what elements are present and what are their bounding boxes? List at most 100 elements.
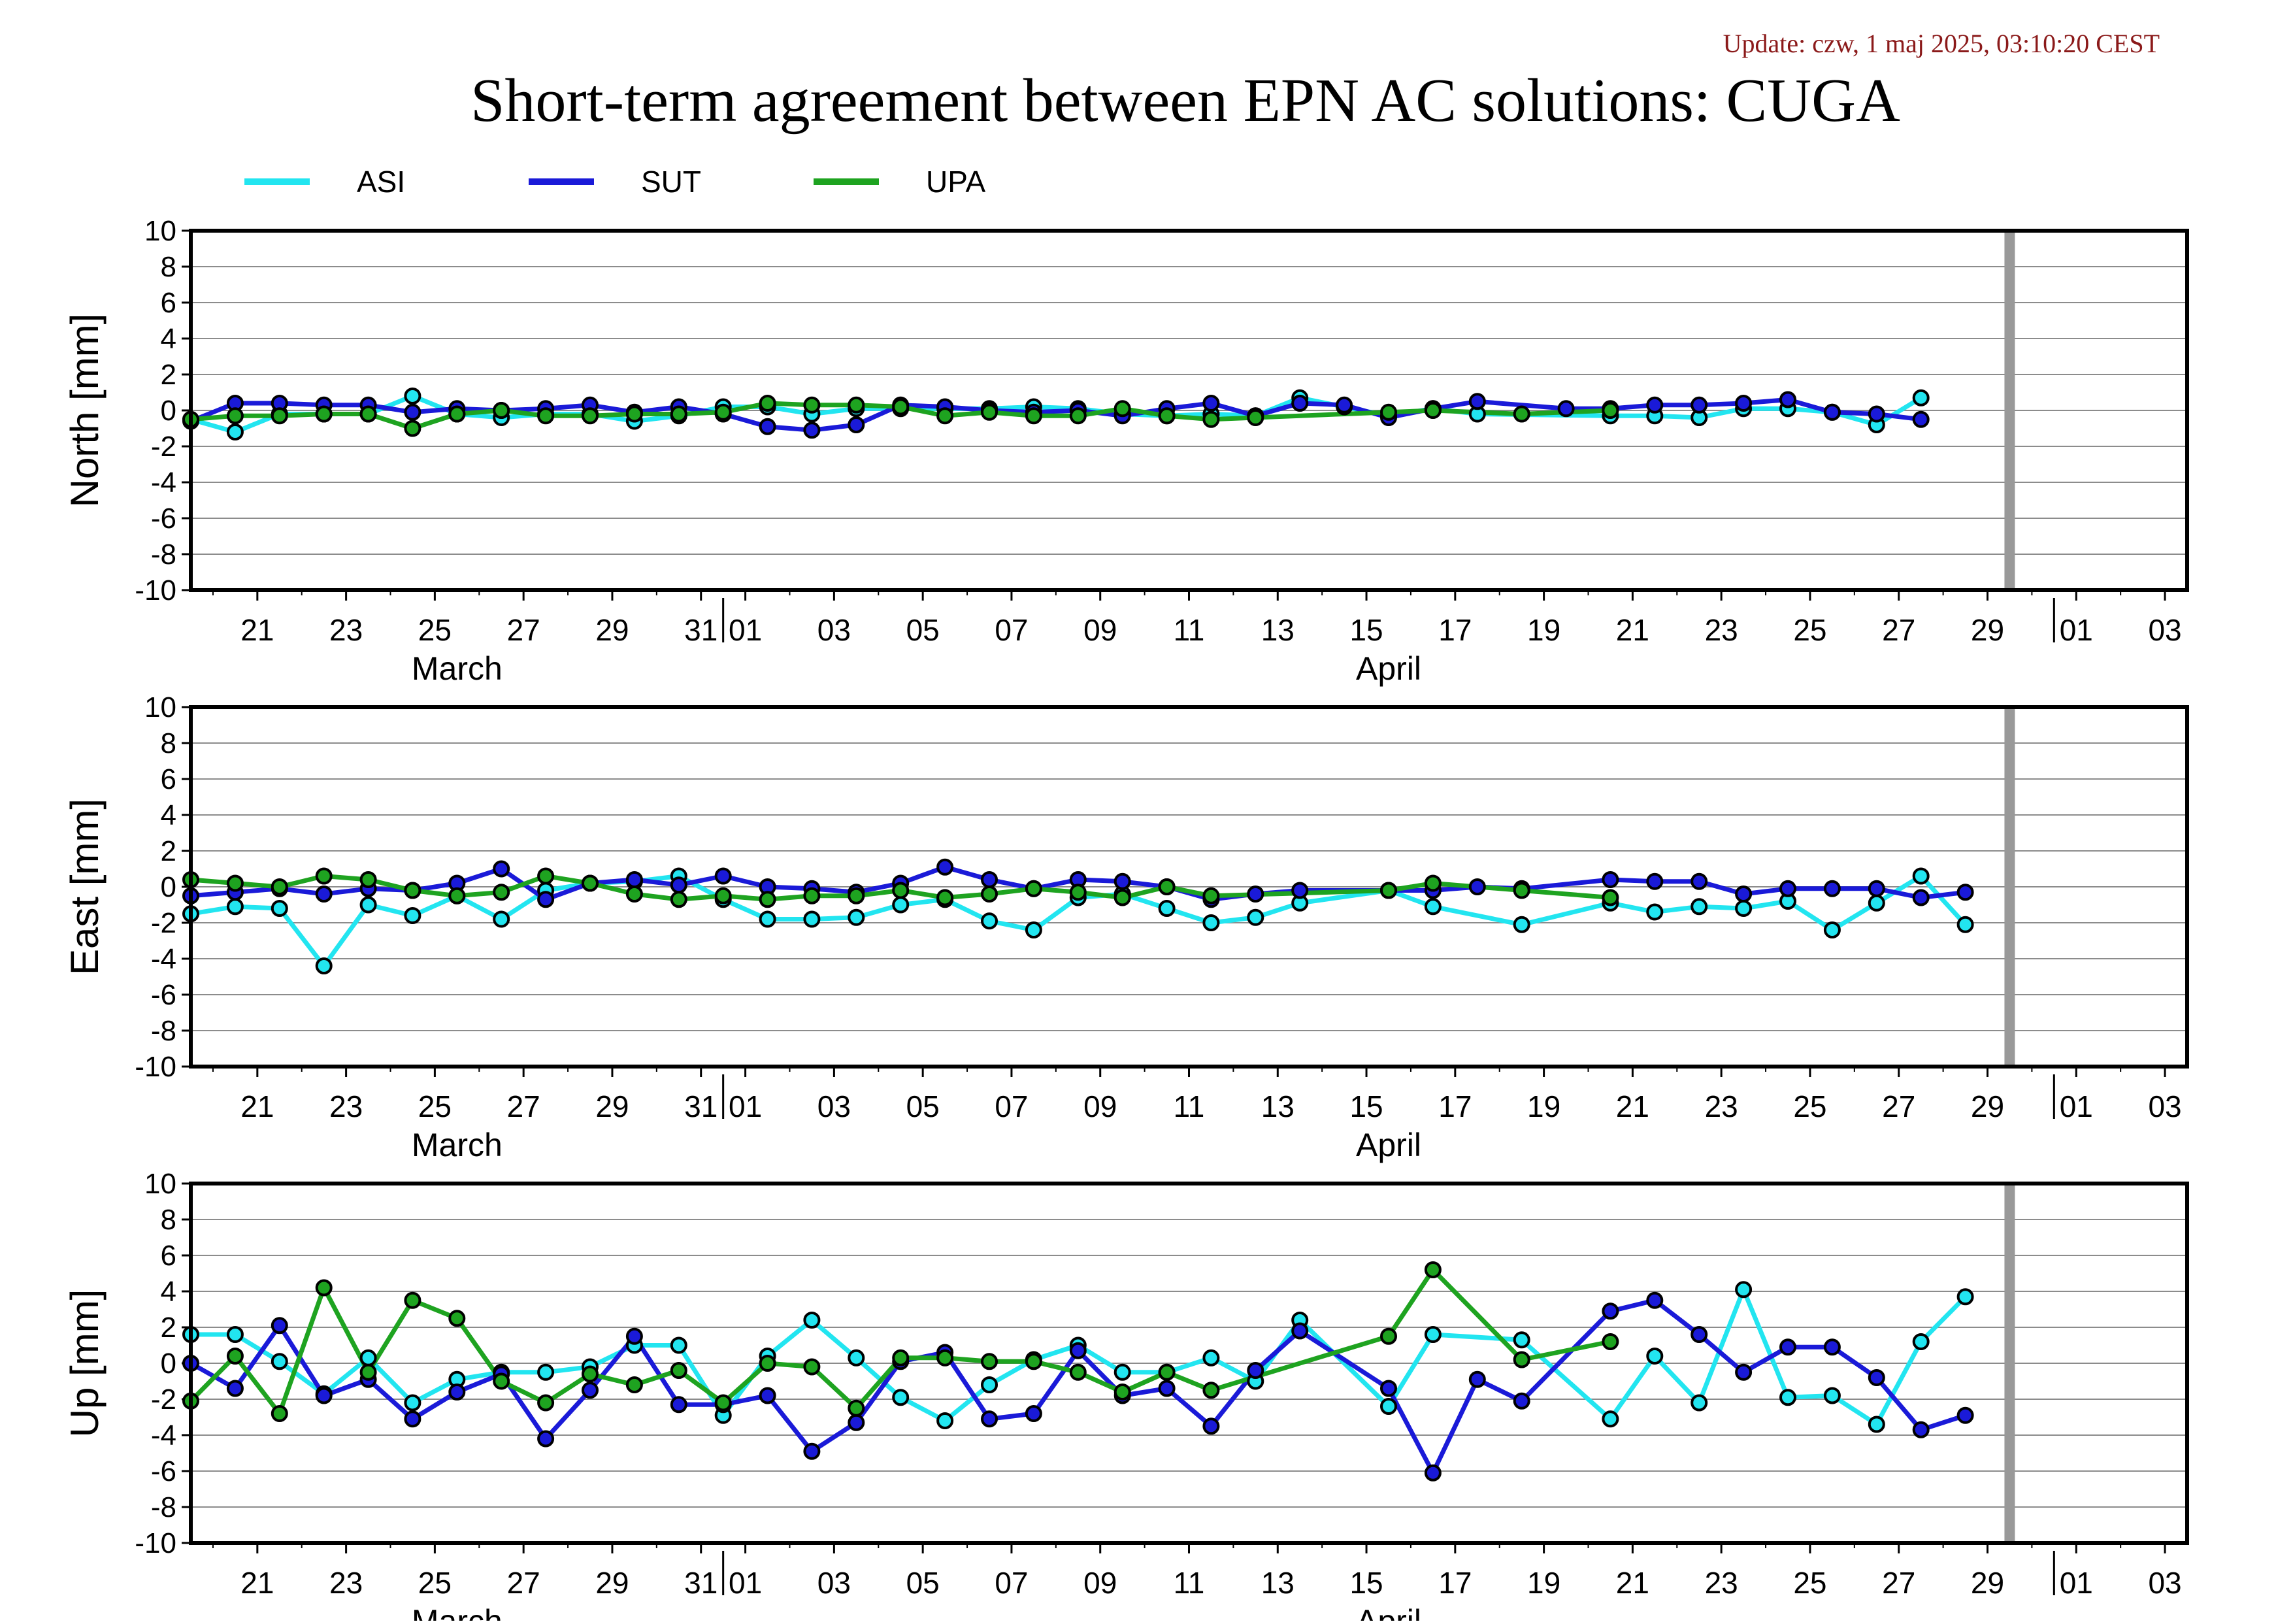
north-series-sut-point [1779,391,1796,408]
up-series-sut-point [582,1382,599,1399]
chart-title: Short-term agreement between EPN AC solu… [470,67,1900,135]
east-xtick-label: 21 [240,1089,274,1123]
east-series-sut-point [1735,886,1753,903]
up-series-asi-point [1646,1348,1664,1365]
up-series-asi-point [1868,1416,1885,1433]
north-series-sut-point [803,422,821,439]
east-series-sut-point [670,876,687,894]
north-ytick-label: -6 [151,503,176,535]
east-xtick-label: 19 [1527,1089,1560,1123]
up-series-sut-point [1823,1338,1841,1356]
up-xtick-label: 29 [1971,1566,2004,1600]
east-ytick-label: 6 [161,763,176,795]
up-xtick-label: 07 [995,1566,1028,1600]
up-series-asi-point [271,1353,288,1370]
east-xtick-label: 15 [1349,1089,1383,1123]
up-series-sut-point [1602,1302,1619,1320]
north-series-upa-point [936,407,954,425]
north-series-asi-point [404,388,421,405]
north-series-upa-point [1602,402,1619,419]
north-series-sut-point [404,403,421,421]
up-series-sut-point [1912,1421,1930,1438]
up-series-upa-point [493,1372,510,1390]
up-series-upa-point [1114,1384,1131,1400]
east-series-asi-point [848,908,865,926]
north-series-upa-point [448,405,466,423]
up-series-sut-point [625,1327,643,1345]
up-ytick-label: 6 [161,1240,176,1272]
east-ytick-label: 10 [144,691,176,723]
up-xtick-label: 13 [1261,1566,1295,1600]
east-xtick-label: 03 [2148,1089,2181,1123]
east-series-asi-point [1956,916,1974,933]
east-series-sut-point [1779,880,1796,897]
east-xtick-label: 03 [817,1089,851,1123]
north-series-sut-point [1336,396,1353,414]
east-series-upa-point [1513,882,1530,899]
up-series-upa-point [1025,1353,1042,1370]
up-series-sut-point [803,1442,821,1460]
north-xtick-label: 29 [595,613,629,647]
east-series-upa-point [1069,884,1087,901]
up-ytick-label: 0 [161,1348,176,1380]
east-series-upa-point [493,884,510,901]
east-series-upa-point [1025,880,1042,897]
up-ytick-label: 8 [161,1204,176,1236]
east-plot-frame [189,705,2189,1069]
up-series-sut-point [1646,1291,1664,1309]
east-series-asi-point [892,896,910,914]
up-series-upa-point [714,1394,732,1412]
up-ytick-label: -8 [151,1491,176,1523]
north-series-sut-point [1468,393,1486,410]
north-plot-frame [189,229,2189,592]
north-series-sut-point [848,416,865,433]
east-series-sut-point [1468,878,1486,895]
east-series-upa-point [582,874,599,892]
up-series-asi-point [892,1389,910,1406]
north-xtick-label: 05 [906,613,940,647]
up-xtick-label: 21 [1616,1566,1649,1600]
up-xtick-label: 31 [684,1566,718,1600]
up-xtick-label: 29 [595,1566,629,1600]
up-xtick-label: 09 [1083,1566,1117,1600]
north-xtick-label: 01 [2060,613,2093,647]
up-xtick-label: 25 [1793,1566,1826,1600]
up-xtick-label: 01 [2060,1566,2093,1600]
east-series-sut-point [714,867,732,885]
east-series-sut-point [493,860,510,878]
up-xtick-label: 03 [817,1566,851,1600]
up-series-asi-point [1912,1333,1930,1350]
north-series-sut-point [1823,403,1841,421]
east-series-upa-point [537,867,555,885]
north-series-sut-point [1735,395,1753,412]
east-series-sut-point [1868,880,1885,897]
north-series-upa-point [359,405,377,423]
east-series-asi-point [759,910,776,928]
up-series-upa-line [188,1267,1613,1416]
east-xtick-label: 07 [995,1089,1028,1123]
east-series-asi-point [1513,916,1530,933]
north-series-sut-point [1557,400,1575,418]
legend-label-asi: ASI [357,165,405,199]
up-series-upa-point [848,1399,865,1417]
up-series-sut-point [1202,1417,1220,1435]
up-series-sut-point [226,1380,244,1397]
north-xtick-label: 13 [1261,613,1295,647]
east-series-asi-point [1158,900,1176,917]
north-series-upa-point [271,407,288,425]
north-xtick-label: 23 [329,613,363,647]
east-series-asi-point [1025,921,1042,938]
up-series-sut-point [1513,1392,1530,1410]
up-series-sut-point [1158,1380,1176,1397]
up-ytick-label: 2 [161,1312,176,1344]
up-series-asi-point [1380,1398,1397,1415]
east-series-upa-point [625,886,643,903]
east-xtick-label: 29 [595,1089,629,1123]
east-series-asi-point [315,957,333,974]
north-series-sut-point [1646,396,1664,414]
east-series-upa-point [1424,874,1442,892]
north-xtick-label: 27 [1882,613,1915,647]
up-series-sut-point [1069,1342,1087,1359]
